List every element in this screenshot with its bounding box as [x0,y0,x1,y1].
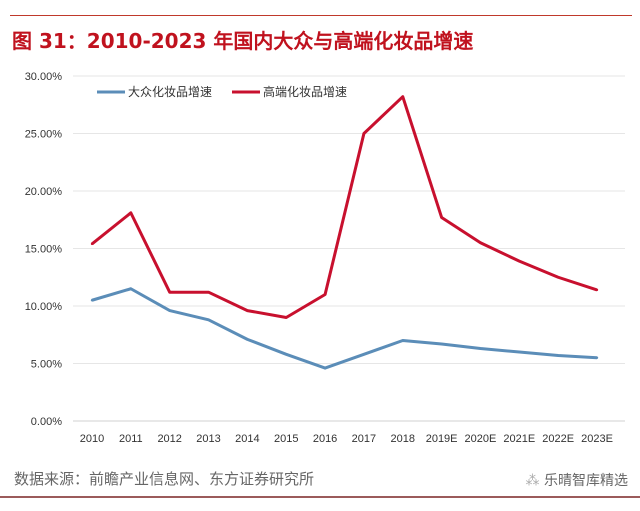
series-line-2 [91,95,598,319]
data-point [362,353,366,356]
x-tick-label: 2019E [426,433,458,445]
data-point [90,299,94,302]
data-point [595,288,599,292]
y-tick-label: 30.00% [25,71,63,83]
x-tick-label: 2018 [391,433,415,445]
y-tick-label: 10.00% [25,301,63,313]
data-point [518,350,521,354]
x-tick-label: 2017 [352,433,376,445]
legend-label: 高端化妆品增速 [263,84,347,99]
data-point [479,347,482,350]
data-point [401,95,404,98]
figure-title: 图 31：2010-2023 年国内大众与高端化妆品增速 [12,29,474,53]
data-point [129,211,133,215]
x-tick-label: 2020E [465,433,497,445]
data-point [90,242,94,246]
series-line-1 [91,287,598,370]
data-point [207,318,210,321]
data-point [362,132,366,135]
data-point [285,316,288,319]
data-point [479,241,482,244]
data-point [168,309,171,312]
source-note: 数据来源：前瞻产业信息网、东方证券研究所 [14,470,315,488]
y-tick-label: 5.00% [31,359,62,371]
data-point [595,356,599,359]
data-point [556,276,560,279]
x-tick-label: 2016 [313,433,337,445]
data-point [129,287,133,290]
x-tick-label: 2022E [542,433,574,445]
data-point [556,354,560,357]
y-tick-label: 25.00% [25,129,63,141]
x-tick-label: 2014 [235,433,259,445]
top-divider [10,15,632,16]
data-point [518,259,521,263]
x-tick-label: 2013 [196,433,220,445]
y-tick-label: 20.00% [25,186,63,198]
wechat-icon: ⁂ [525,473,544,489]
legend-label: 大众化妆品增速 [128,85,212,99]
data-point [246,338,249,341]
watermark: ⁂ 乐晴智库精选 [526,470,628,490]
x-tick-label: 2012 [157,433,181,445]
x-tick-label: 2021E [503,433,535,445]
x-tick-label: 2010 [80,433,104,445]
data-point [440,342,443,346]
data-point [401,339,404,342]
y-tick-label: 15.00% [25,244,63,256]
data-point [246,309,249,312]
data-point [323,293,327,296]
data-point [440,216,443,219]
data-point [207,291,210,294]
x-tick-label: 2015 [274,433,298,445]
x-tick-label: 2011 [119,433,143,445]
data-point [323,366,327,370]
x-tick-label: 2023E [581,433,613,445]
y-tick-label: 0.00% [31,416,62,428]
bottom-divider [0,496,640,498]
data-point [168,291,171,294]
data-point [285,353,288,356]
watermark-text: 乐晴智库精选 [544,473,628,489]
